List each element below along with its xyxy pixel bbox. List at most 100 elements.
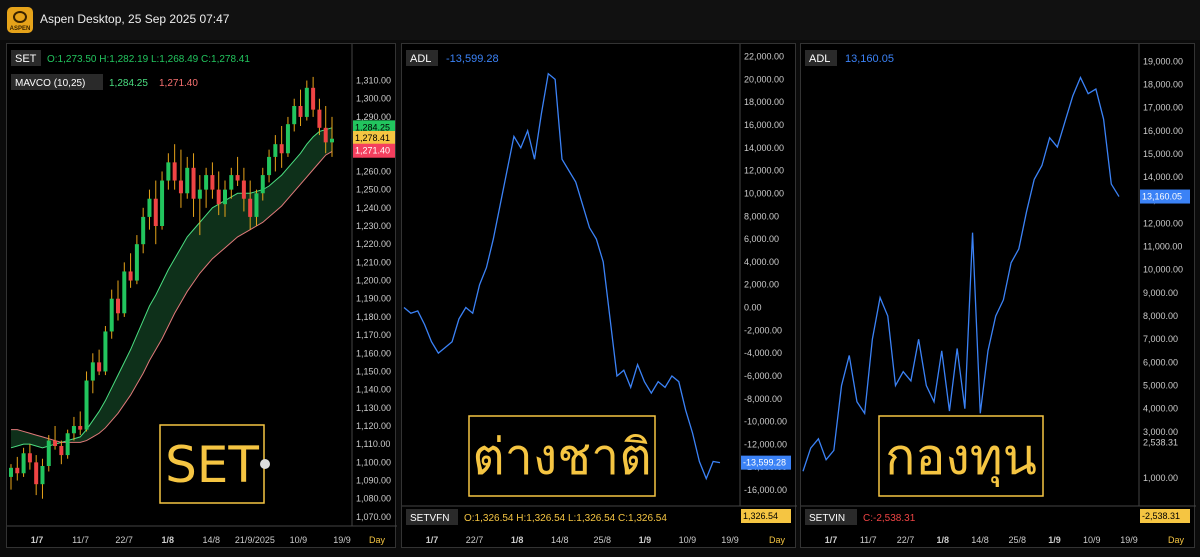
candle-body — [229, 175, 234, 190]
fund-y-tick-label: 19,000.00 — [1143, 56, 1183, 66]
fund-y-tick-label: 3,000.00 — [1143, 427, 1178, 437]
candle-body — [292, 106, 297, 125]
candle-body — [178, 180, 183, 194]
close-price-tag: 1,278.41 — [355, 133, 390, 143]
slow-price-tag-bg — [353, 143, 395, 158]
candle-body — [267, 156, 272, 176]
fund-y-tick-label: 5,000.00 — [1143, 381, 1178, 391]
fund-y-tick-label: 1,000.00 — [1143, 473, 1178, 483]
candle-body — [21, 453, 26, 474]
candle-body — [298, 106, 303, 117]
title-bar: ASPEN Aspen Desktop, 25 Sep 2025 07:47 — [0, 0, 1200, 40]
fund-y-tick-label: 11,000.00 — [1143, 242, 1182, 252]
set-y-tick-label: 1,310.00 — [356, 76, 391, 86]
foreign-x-tick-label: 10/9 — [679, 535, 697, 545]
foreign-y-tick-label: 22,000.00 — [744, 52, 784, 62]
foreign-y-tick-label: -8,000.00 — [744, 394, 782, 404]
set-y-tick-label: 1,090.00 — [356, 476, 391, 486]
fund-y-tick-label: 8,000.00 — [1143, 311, 1178, 321]
candle-body — [90, 362, 95, 381]
set-x-tick-label: 14/8 — [203, 535, 221, 545]
set-chart-panel[interactable]: 1,070.00 1,080.00 1,090.00 1,100.00 1,110.00… — [6, 43, 397, 549]
crosshair-handle-icon[interactable] — [260, 459, 270, 469]
foreign-y-tick-label: -16,000.00 — [744, 485, 787, 495]
set-y-tick-label: 1,190.00 — [356, 294, 391, 304]
foreign-adl-chart[interactable]: 22,000.00 20,000.00 18,000.00 16,000.00 14,0… — [402, 44, 797, 549]
foreign-last-value-tag-bg — [741, 455, 791, 470]
candle-body — [304, 87, 309, 117]
fund-y-tick-label: 6,000.00 — [1143, 357, 1178, 367]
fund-adl-panel[interactable]: 19,000.00 18,000.00 17,000.00 16,000.00 15,0… — [800, 43, 1196, 549]
foreign-y-tick-label: -10,000.00 — [744, 417, 787, 427]
fund-last-value-tag-bg — [1140, 189, 1190, 204]
symbol-label-bg — [11, 50, 41, 66]
fund-x-unit-label: Day — [1168, 535, 1185, 545]
fund-adl-chart[interactable]: 19,000.00 18,000.00 17,000.00 16,000.00 15,0… — [801, 44, 1196, 549]
set-y-tick-label: 1,130.00 — [356, 403, 391, 413]
set-y-tick-label: 1,220.00 — [356, 239, 391, 249]
candle-body — [97, 362, 102, 372]
candle-body — [185, 167, 190, 194]
candle-body — [71, 426, 76, 434]
fund-x-tick-label: 25/8 — [1008, 535, 1026, 545]
fund-y-tick-label: 12,000.00 — [1143, 218, 1183, 228]
foreign-x-tick-label: 14/8 — [551, 535, 569, 545]
foreign-y-tick-label: -2,000.00 — [744, 325, 782, 335]
set-candlestick-chart[interactable]: 1,070.00 1,080.00 1,090.00 1,100.00 1,110.00… — [7, 44, 397, 549]
fund-y-tick-label: 15,000.00 — [1143, 149, 1183, 159]
set-x-tick-label: 10/9 — [290, 535, 308, 545]
fund-series-label: ADL — [809, 53, 830, 65]
set-y-tick-label: 1,240.00 — [356, 203, 391, 213]
foreign-x-tick-label: 25/8 — [594, 535, 612, 545]
candle-body — [191, 167, 196, 199]
foreign-x-tick-label: 1/9 — [639, 535, 652, 545]
foreign-y-tick-label: 20,000.00 — [744, 74, 784, 84]
candle-body — [34, 462, 39, 485]
fund-y-tick-label: 7,000.00 — [1143, 334, 1178, 344]
indicator-label: MAVCO (10,25) — [15, 78, 85, 89]
fund-adl-series-line — [802, 75, 1120, 472]
candle-body — [254, 193, 259, 217]
set-y-tick-label: 1,150.00 — [356, 366, 391, 376]
set-y-tick-label: 1,100.00 — [356, 457, 391, 467]
foreign-y-tick-label: 6,000.00 — [744, 234, 779, 244]
candle-body — [122, 271, 127, 314]
set-y-tick-label: 1,070.00 — [356, 512, 391, 522]
set-y-tick-label: 1,210.00 — [356, 257, 391, 267]
fund-x-tick-label: 1/8 — [936, 535, 949, 545]
candle-body — [210, 175, 215, 190]
close-price-tag-bg — [353, 130, 395, 145]
candle-body — [223, 189, 227, 205]
candle-body — [279, 144, 284, 154]
foreign-sub-symbol-bg — [406, 509, 458, 525]
fund-series-value: 13,160.05 — [845, 53, 894, 65]
fund-y-tick-label: 4,000.00 — [1143, 404, 1178, 414]
fund-x-tick-label: 1/7 — [825, 535, 838, 545]
foreign-y-tick-label: 16,000.00 — [744, 120, 784, 130]
foreign-adl-panel[interactable]: 22,000.00 20,000.00 18,000.00 16,000.00 14,0… — [401, 43, 797, 549]
candle-body — [235, 175, 240, 181]
slow-price-tag: 1,271.40 — [355, 146, 390, 156]
fund-sub-symbol-bg — [805, 509, 857, 525]
candle-body — [128, 271, 133, 281]
indicator-slow-value: 1,271.40 — [159, 78, 198, 89]
candle-body — [65, 433, 70, 456]
foreign-x-tick-label: 1/8 — [511, 535, 524, 545]
foreign-sub-symbol: SETVFN — [410, 513, 449, 524]
foreign-x-tick-label: 1/7 — [426, 535, 439, 545]
fund-y-tick-label: 17,000.00 — [1143, 103, 1183, 113]
foreign-y-tick-label: -12,000.00 — [744, 439, 787, 449]
candle-body — [147, 198, 152, 217]
mavco-band — [11, 127, 332, 448]
set-x-tick-label: 1/8 — [161, 535, 174, 545]
fast-price-tag: 1,284.25 — [355, 122, 390, 132]
fund-x-tick-label: 1/9 — [1048, 535, 1061, 545]
candle-body — [153, 198, 158, 226]
set-x-tick-label: 1/7 — [31, 535, 44, 545]
fund-series-label-bg — [805, 50, 837, 66]
foreign-y-tick-label: 8,000.00 — [744, 211, 779, 221]
candle-body — [273, 144, 278, 157]
foreign-adl-series-line — [403, 72, 721, 481]
foreign-y-tick-label: 18,000.00 — [744, 97, 784, 107]
foreign-y-tick-label: 12,000.00 — [744, 166, 784, 176]
